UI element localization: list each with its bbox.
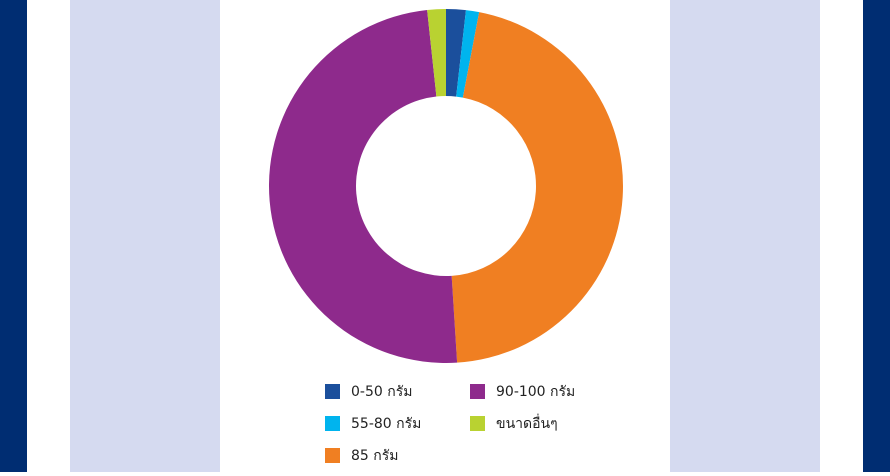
right-panel xyxy=(670,0,820,472)
legend-swatch xyxy=(470,384,485,399)
legend-swatch xyxy=(470,416,485,431)
legend-label: ขนาดอื่นๆ xyxy=(496,414,558,432)
legend-label: 0-50 กรัม xyxy=(351,384,412,400)
donut-segment xyxy=(427,9,446,97)
chart: 0-50 กรัม 55-80 กรัม 85 กรัม 90-100 กรัมขนา… xyxy=(268,9,623,464)
legend-swatch xyxy=(325,448,340,463)
right-bar xyxy=(863,0,890,472)
donut-segment xyxy=(446,9,466,97)
left-panel xyxy=(70,0,220,472)
left-bar xyxy=(0,0,27,472)
donut-segment xyxy=(456,10,480,98)
donut-segment xyxy=(268,10,458,364)
legend-label: 55-80 กรัม xyxy=(351,416,421,432)
donut-segment xyxy=(451,12,623,363)
legend-swatch xyxy=(325,416,340,431)
legend-label: 90-100 กรัม xyxy=(496,384,575,400)
legend-label: 85 กรัม xyxy=(351,448,399,464)
legend-swatch xyxy=(325,384,340,399)
